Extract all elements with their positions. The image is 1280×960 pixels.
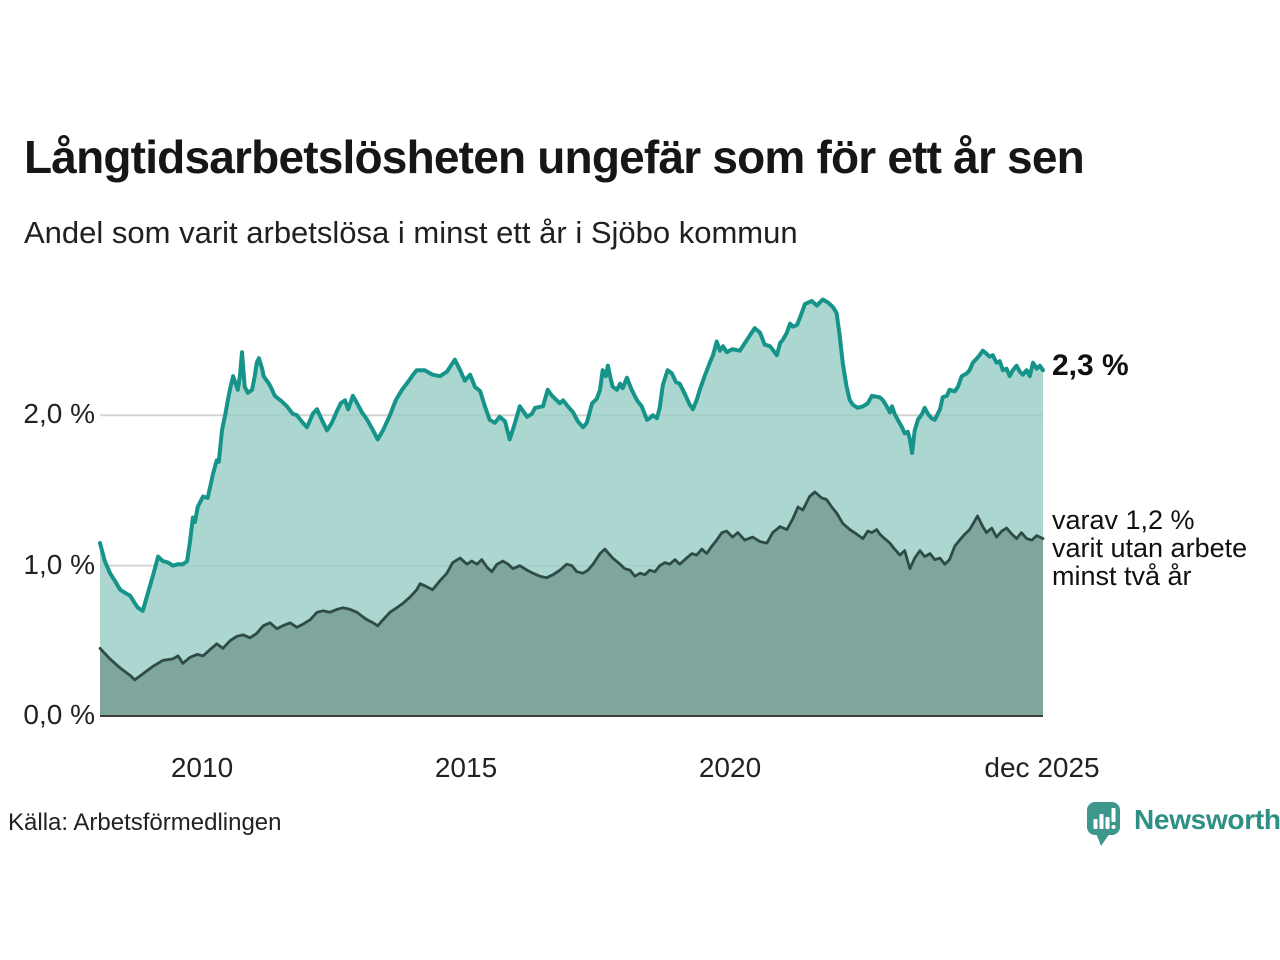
latest-value-label: 2,3 %	[1052, 349, 1129, 382]
x-tick-label: 2020	[698, 752, 762, 783]
secondary-series-label: varav 1,2 % varit utan arbete minst två …	[1052, 506, 1247, 590]
secondary-series-label-line2: varit utan arbete	[1052, 533, 1248, 563]
page-subtitle: Andel som varit arbetslösa i minst ett å…	[24, 215, 798, 250]
source-attribution: Källa: Arbetsförmedlingen	[8, 809, 282, 836]
newsworthy-logo: Newsworthy	[1086, 800, 1280, 848]
y-tick-label: 0,0 %	[23, 699, 95, 730]
x-tick-label: dec 2025	[984, 752, 1100, 783]
page-title: Långtidsarbetslösheten ungefär som för e…	[24, 131, 1085, 183]
y-tick-label: 1,0 %	[23, 548, 95, 580]
newsworthy-bubble-chart-icon	[1087, 802, 1120, 846]
x-tick-label: 2010	[170, 752, 234, 783]
newsworthy-wordmark: Newsworthy	[1134, 804, 1280, 835]
x-tick-label: 2015	[434, 752, 498, 783]
line-series-1	[98, 297, 1045, 613]
y-tick-label: 2,0 %	[23, 398, 95, 430]
secondary-series-label-line1: varav 1,2 %	[1052, 505, 1195, 535]
area-fill-series-2	[100, 492, 1043, 716]
secondary-series-label-line3: minst två år	[1052, 561, 1192, 591]
line-series-2	[98, 490, 1045, 682]
